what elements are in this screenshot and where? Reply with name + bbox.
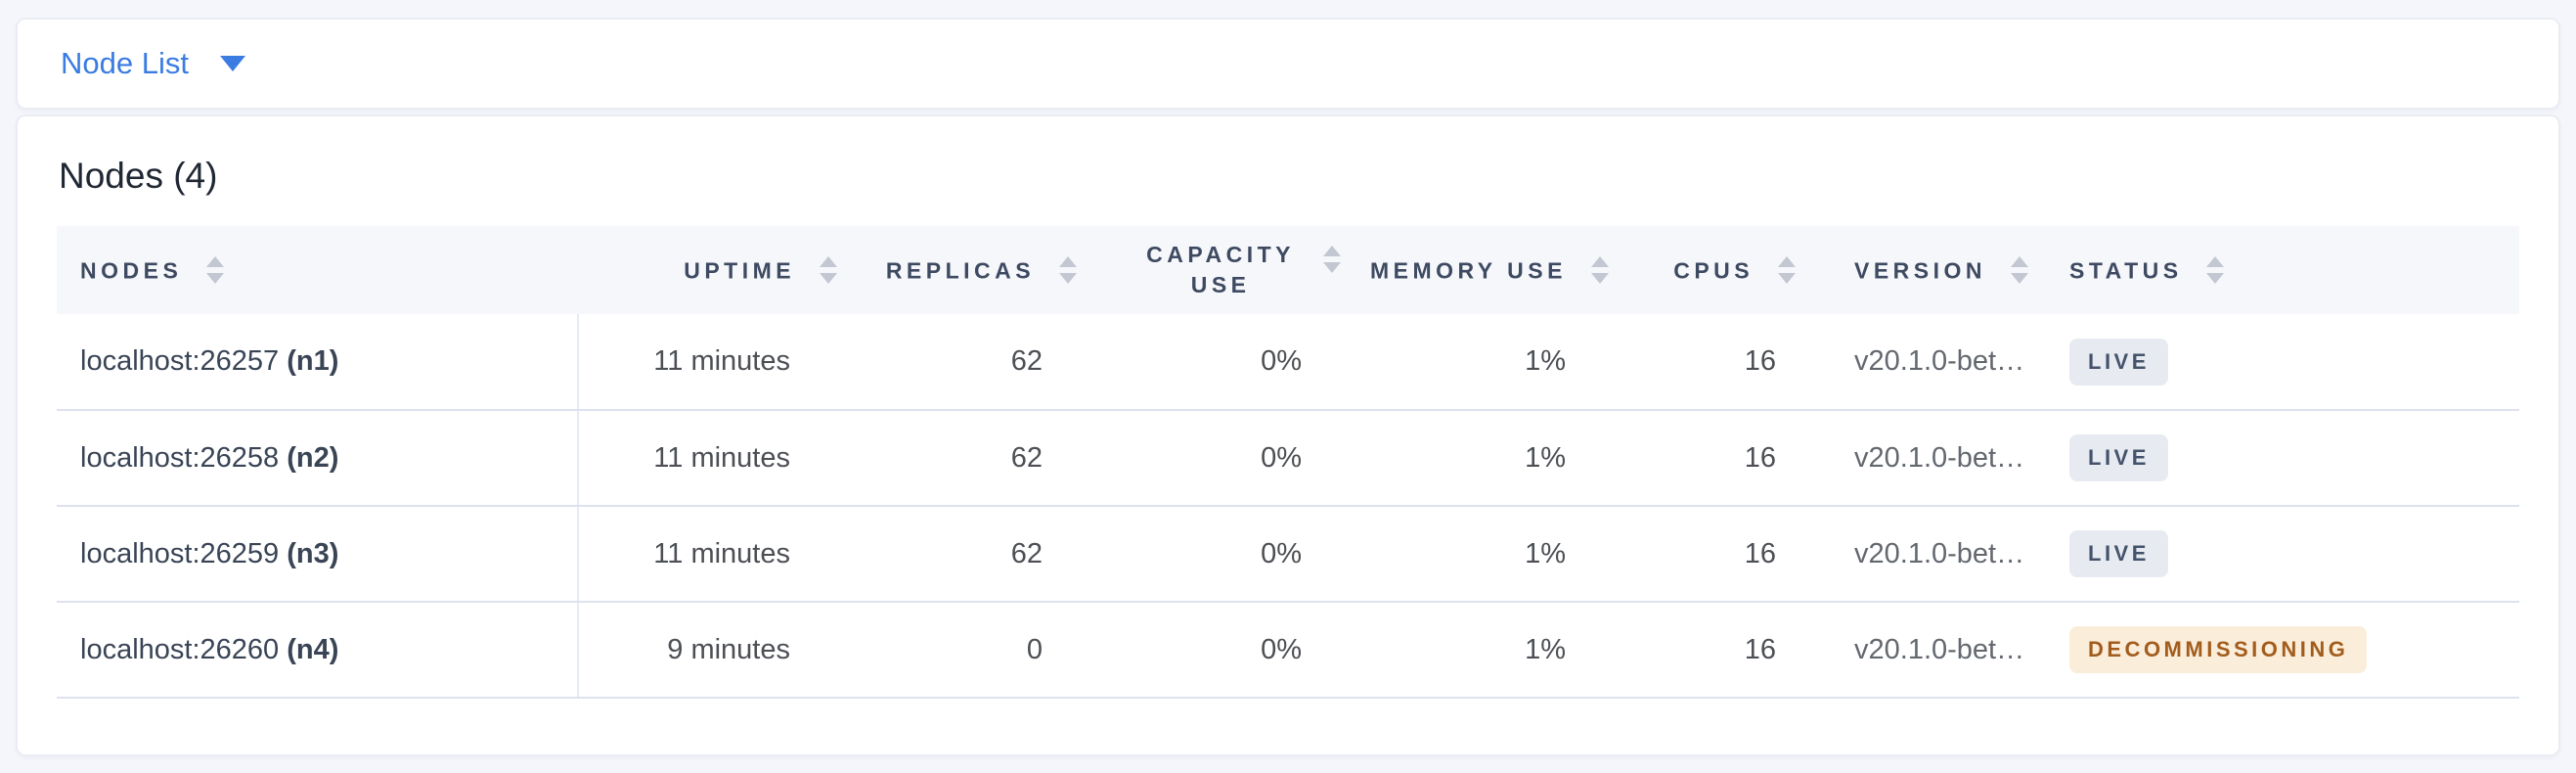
node-id: (n3) — [287, 537, 339, 569]
column-header-version[interactable]: Version — [1815, 226, 2045, 314]
version-cell: v20.1.0-bet… — [1815, 314, 2045, 411]
sort-icon[interactable] — [206, 256, 225, 285]
memory-use-cell: 1% — [1370, 506, 1629, 603]
capacity-use-cell: 0% — [1096, 410, 1370, 507]
replicas-cell: 62 — [857, 314, 1096, 411]
column-header-capacity-use[interactable]: Capacity Use — [1096, 226, 1370, 314]
status-badge: LIVE — [2069, 338, 2168, 386]
table-row[interactable]: localhost:26260 (n4) 9 minutes 0 0% 1% 1… — [57, 602, 2519, 699]
caret-down-icon — [219, 56, 245, 71]
replicas-cell: 62 — [857, 410, 1096, 507]
version-cell: v20.1.0-bet… — [1815, 506, 2045, 603]
capacity-use-cell: 0% — [1096, 602, 1370, 699]
table-row[interactable]: localhost:26257 (n1) 11 minutes 62 0% 1%… — [57, 314, 2519, 411]
status-badge: DECOMMISSIONING — [2069, 626, 2368, 673]
sort-icon[interactable] — [1059, 256, 1077, 285]
cpus-cell: 16 — [1629, 506, 1815, 603]
status-badge: LIVE — [2069, 434, 2168, 481]
memory-use-cell: 1% — [1370, 410, 1629, 507]
status-cell: LIVE — [2045, 410, 2519, 507]
capacity-use-cell: 0% — [1096, 506, 1370, 603]
column-header-status[interactable]: Status — [2045, 226, 2519, 314]
version-cell: v20.1.0-bet… — [1815, 602, 2045, 699]
node-address-cell[interactable]: localhost:26260 (n4) — [57, 602, 578, 699]
sort-icon[interactable] — [1778, 256, 1796, 285]
capacity-use-cell: 0% — [1096, 314, 1370, 411]
memory-use-cell: 1% — [1370, 314, 1629, 411]
table-row[interactable]: localhost:26258 (n2) 11 minutes 62 0% 1%… — [57, 410, 2519, 507]
uptime-cell: 11 minutes — [577, 410, 857, 507]
replicas-cell: 0 — [857, 602, 1096, 699]
column-header-nodes[interactable]: Nodes — [57, 226, 578, 314]
column-header-replicas[interactable]: Replicas — [857, 226, 1096, 314]
sort-icon[interactable] — [2010, 256, 2028, 285]
node-id: (n2) — [287, 441, 339, 474]
node-id: (n1) — [287, 345, 339, 377]
sort-icon[interactable] — [2206, 256, 2225, 285]
nodes-panel: Nodes (4) Nodes Uptime — [16, 114, 2560, 756]
view-selector-label: Node List — [61, 46, 189, 80]
sort-icon[interactable] — [820, 256, 837, 285]
uptime-cell: 9 minutes — [577, 602, 857, 699]
node-address-cell[interactable]: localhost:26258 (n2) — [57, 410, 578, 507]
column-header-cpus[interactable]: CPUs — [1629, 226, 1815, 314]
node-address-cell[interactable]: localhost:26257 (n1) — [57, 314, 578, 411]
uptime-cell: 11 minutes — [577, 506, 857, 603]
version-cell: v20.1.0-bet… — [1815, 410, 2045, 507]
cpus-cell: 16 — [1629, 314, 1815, 411]
cpus-cell: 16 — [1629, 410, 1815, 507]
status-cell: LIVE — [2045, 506, 2519, 603]
sort-icon[interactable] — [1323, 245, 1341, 273]
sort-icon[interactable] — [1590, 256, 1609, 285]
table-header-row: Nodes Uptime Replicas Capacity Use — [57, 226, 2519, 314]
node-id: (n4) — [287, 633, 339, 665]
node-address-cell[interactable]: localhost:26259 (n3) — [57, 506, 578, 603]
column-header-uptime[interactable]: Uptime — [578, 226, 857, 314]
view-selector-bar: Node List — [16, 18, 2560, 110]
table-row[interactable]: localhost:26259 (n3) 11 minutes 62 0% 1%… — [57, 506, 2519, 603]
uptime-cell: 11 minutes — [577, 314, 857, 411]
memory-use-cell: 1% — [1370, 602, 1629, 699]
cpus-cell: 16 — [1629, 602, 1815, 699]
column-header-memory-use[interactable]: Memory Use — [1370, 226, 1629, 314]
status-cell: DECOMMISSIONING — [2045, 602, 2519, 699]
node-list-table: Nodes Uptime Replicas Capacity Use — [57, 226, 2519, 699]
view-selector-dropdown[interactable]: Node List — [61, 46, 245, 81]
page-title: Nodes (4) — [59, 156, 218, 196]
status-badge: LIVE — [2069, 530, 2168, 577]
replicas-cell: 62 — [857, 506, 1096, 603]
status-cell: LIVE — [2045, 314, 2519, 411]
